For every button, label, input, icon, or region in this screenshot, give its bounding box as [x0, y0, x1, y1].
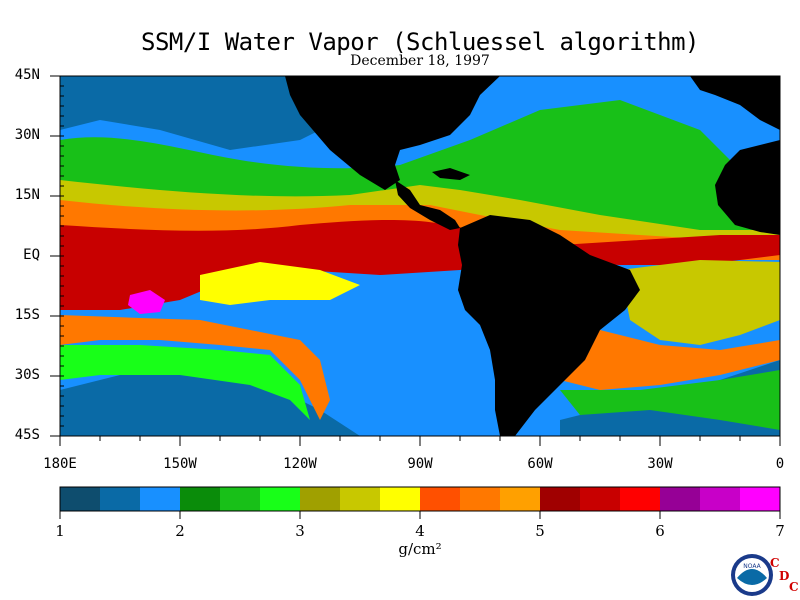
colorbar-units: g/cm² — [398, 540, 442, 558]
axis-ticks — [50, 75, 781, 446]
cdc-letter-c1: C — [770, 556, 780, 570]
map-title: SSM/I Water Vapor (Schluessel algorithm) — [141, 28, 699, 56]
land-north-atlantic-islands — [690, 76, 780, 130]
vapor-band-yellow-satl — [620, 260, 780, 345]
colorbar-swatch — [340, 487, 381, 511]
longitude-label: 90W — [407, 456, 433, 472]
colorbar-swatch — [60, 487, 101, 511]
latitude-label: 15S — [14, 307, 40, 323]
colorbar-swatch — [180, 487, 221, 511]
noaa-logo-bird — [737, 569, 767, 585]
noaa-logo-text: NOAA — [743, 563, 761, 570]
colorbar-swatch — [260, 487, 301, 511]
vapor-band-yellow-south — [200, 262, 360, 305]
colorbar-swatch — [420, 487, 461, 511]
colorbar-tick-label: 6 — [655, 522, 665, 540]
vapor-band-orange-satl — [560, 330, 780, 390]
map-date: December 18, 1997 — [350, 53, 490, 69]
longitude-label: 180E — [43, 456, 77, 472]
latitude-label: 45S — [14, 427, 40, 443]
cdc-letter-d: D — [779, 569, 790, 583]
colorbar-swatch — [740, 487, 781, 511]
land-africa — [715, 140, 780, 235]
latitude-label: 45N — [14, 67, 40, 83]
colorbar — [60, 487, 781, 511]
colorbar-tick-label: 3 — [295, 522, 305, 540]
vapor-band-green-satl — [560, 370, 780, 430]
colorbar-swatch — [460, 487, 501, 511]
land-south-america — [458, 215, 640, 436]
latitude-label: 15N — [14, 187, 40, 203]
longitude-label: 0 — [775, 456, 785, 472]
colorbar-swatch — [540, 487, 581, 511]
colorbar-swatch — [300, 487, 341, 511]
vapor-band-green-south — [60, 345, 310, 420]
longitude-label: 150W — [163, 456, 197, 472]
latitude-label: EQ — [23, 247, 40, 263]
land-central-america — [395, 180, 460, 230]
colorbar-tick-label: 7 — [775, 522, 785, 540]
latitude-label: 30S — [14, 367, 40, 383]
map-field — [60, 76, 780, 436]
longitude-label: 120W — [283, 456, 317, 472]
longitude-label: 30W — [647, 456, 673, 472]
colorbar-swatch — [380, 487, 421, 511]
colorbar-ticks — [59, 511, 781, 519]
vapor-band-red-itcz — [60, 220, 780, 310]
vapor-band-dark-south — [60, 360, 360, 436]
colorbar-tick-label: 1 — [55, 522, 65, 540]
colorbar-swatch — [100, 487, 141, 511]
colorbar-swatch — [580, 487, 621, 511]
noaa-logo: NOAA — [731, 554, 773, 596]
cdc-letter-c2: C — [789, 580, 799, 594]
colorbar-swatch — [700, 487, 741, 511]
latitude-label: 30N — [14, 127, 40, 143]
land-north-america — [285, 76, 500, 190]
land-cuba — [432, 168, 470, 180]
colorbar-tick-label: 5 — [535, 522, 545, 540]
longitude-label: 60W — [527, 456, 553, 472]
colorbar-swatch — [140, 487, 181, 511]
colorbar-tick-label: 2 — [175, 522, 185, 540]
colorbar-tick-label: 4 — [415, 522, 425, 540]
colorbar-swatch — [500, 487, 541, 511]
colorbar-swatch — [660, 487, 701, 511]
colorbar-swatch — [220, 487, 261, 511]
vapor-band-orange-south — [60, 315, 330, 420]
vapor-max-magenta — [128, 290, 165, 314]
colorbar-swatch — [620, 487, 661, 511]
